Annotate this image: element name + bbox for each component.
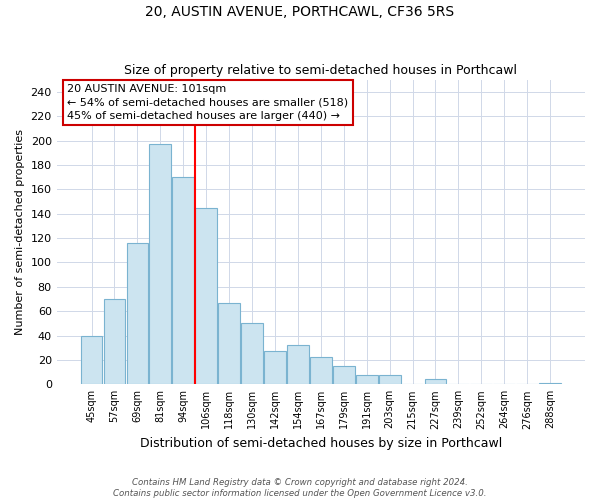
- Bar: [104, 299, 125, 384]
- Bar: [425, 380, 446, 384]
- Bar: [287, 346, 309, 385]
- Bar: [333, 366, 355, 384]
- Bar: [218, 302, 240, 384]
- Bar: [379, 374, 401, 384]
- Bar: [310, 358, 332, 384]
- Bar: [80, 336, 103, 384]
- Bar: [149, 144, 171, 384]
- Text: 20 AUSTIN AVENUE: 101sqm
← 54% of semi-detached houses are smaller (518)
45% of : 20 AUSTIN AVENUE: 101sqm ← 54% of semi-d…: [67, 84, 349, 120]
- X-axis label: Distribution of semi-detached houses by size in Porthcawl: Distribution of semi-detached houses by …: [140, 437, 502, 450]
- Title: Size of property relative to semi-detached houses in Porthcawl: Size of property relative to semi-detach…: [124, 64, 517, 77]
- Bar: [539, 383, 561, 384]
- Y-axis label: Number of semi-detached properties: Number of semi-detached properties: [15, 129, 25, 335]
- Bar: [127, 243, 148, 384]
- Bar: [356, 374, 377, 384]
- Text: 20, AUSTIN AVENUE, PORTHCAWL, CF36 5RS: 20, AUSTIN AVENUE, PORTHCAWL, CF36 5RS: [145, 5, 455, 19]
- Bar: [196, 208, 217, 384]
- Bar: [241, 324, 263, 384]
- Text: Contains HM Land Registry data © Crown copyright and database right 2024.
Contai: Contains HM Land Registry data © Crown c…: [113, 478, 487, 498]
- Bar: [264, 352, 286, 384]
- Bar: [172, 177, 194, 384]
